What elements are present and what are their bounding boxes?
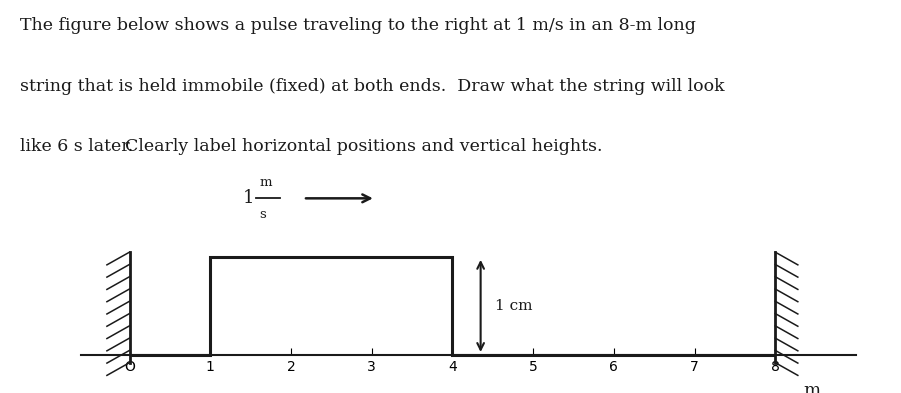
Text: The figure below shows a pulse traveling to the right at 1 m/s in an 8-m long: The figure below shows a pulse traveling… (20, 17, 696, 34)
Text: s: s (259, 208, 266, 221)
Text: 1: 1 (243, 189, 255, 208)
Text: Clearly label horizontal positions and vertical heights.: Clearly label horizontal positions and v… (124, 138, 602, 155)
Text: m: m (804, 382, 821, 393)
Text: m: m (259, 176, 272, 189)
Text: string that is held immobile (fixed) at both ends.  Draw what the string will lo: string that is held immobile (fixed) at … (20, 78, 724, 95)
Text: like 6 s later.: like 6 s later. (20, 138, 133, 155)
Text: 1 cm: 1 cm (496, 299, 532, 313)
